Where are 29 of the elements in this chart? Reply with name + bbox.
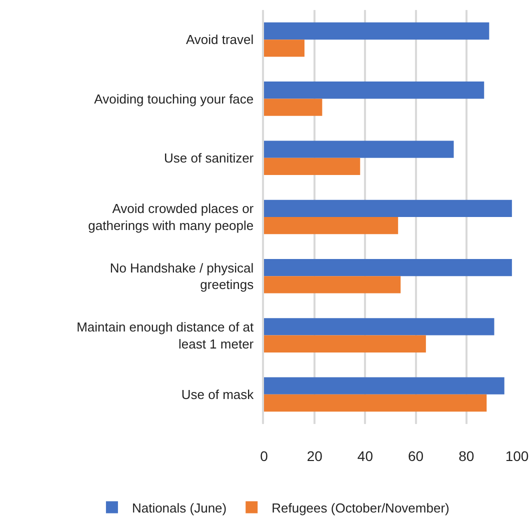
bar [264,158,360,176]
bar [264,335,426,352]
x-tick-label: 60 [408,448,424,464]
x-tick-label: 80 [458,448,474,464]
bar [264,140,454,158]
bar [264,40,304,57]
bar [264,258,512,276]
x-tick-label: 40 [357,448,374,464]
bar [264,217,398,234]
y-tick-label: Avoid travel [186,32,254,48]
y-tick-label: Maintain enough distance of at least 1 meter [76,319,254,352]
bar [264,276,401,294]
bar [264,98,322,116]
bar [264,394,487,412]
y-tick-label: Avoid crowded places or gatherings with many people [88,201,254,233]
y-tick-label: No Handshake / physical greetings [110,260,254,292]
x-tick-label: 0 [260,448,268,464]
y-tick-label: Avoiding touching your face [94,91,254,106]
y-tick-label: Use of mask [181,386,254,402]
legend-label: Nationals (June) [132,500,227,516]
x-tick-label: 20 [306,448,323,464]
bar [264,377,504,394]
bar [264,82,484,99]
bar [264,318,494,336]
legend-label: Refugees (October/November) [272,500,450,516]
bar [264,200,512,217]
x-tick-label: 100 [505,448,529,464]
y-tick-label: Use of sanitizer [164,150,254,166]
bar [264,22,490,40]
